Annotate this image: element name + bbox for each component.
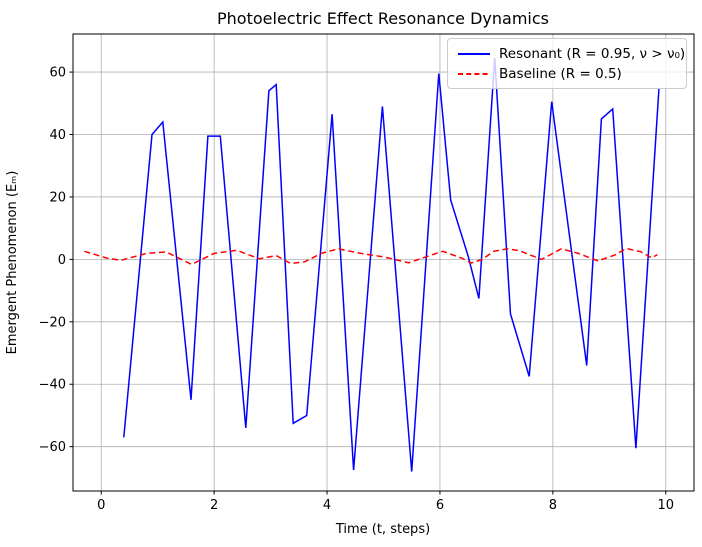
y-tick-label: −60 (39, 440, 66, 455)
x-tick-label: 10 (657, 498, 674, 513)
axis-ticks: 0 2 4 6 8 10 −60 −40 −20 0 20 40 60 (39, 66, 674, 513)
legend-label-resonant: Resonant (R = 0.95, ν > ν₀) (499, 46, 686, 62)
x-tick-label: 6 (436, 498, 444, 513)
x-axis-label: Time (t, steps) (335, 522, 430, 537)
legend-label-baseline: Baseline (R = 0.5) (499, 66, 622, 82)
y-tick-label: 40 (49, 128, 66, 143)
legend-swatch-resonant-line (458, 53, 490, 55)
y-tick-label: −40 (39, 378, 66, 393)
legend-item-resonant: Resonant (R = 0.95, ν > ν₀) (457, 44, 685, 64)
y-tick-label: 0 (58, 253, 66, 268)
y-tick-label: 20 (49, 190, 66, 205)
series-line-baseline (84, 247, 658, 266)
series-lines (84, 57, 660, 472)
grid-lines (73, 34, 694, 491)
x-tick-label: 4 (323, 498, 331, 513)
series-line-resonant (123, 57, 660, 472)
legend-box: Resonant (R = 0.95, ν > ν₀) Baseline (R … (447, 38, 687, 89)
y-tick-label: 60 (49, 66, 66, 81)
chart-title: Photoelectric Effect Resonance Dynamics (217, 9, 549, 28)
y-tick-label: −20 (39, 315, 66, 330)
x-tick-label: 0 (97, 498, 105, 513)
x-tick-label: 8 (549, 498, 557, 513)
x-tick-label: 2 (210, 498, 218, 513)
y-axis-label: Emergent Phenomenon (Eₘ) (5, 171, 20, 355)
plot-border (72, 33, 695, 492)
legend-item-baseline: Baseline (R = 0.5) (457, 64, 678, 84)
legend-swatch-baseline-line (458, 73, 490, 75)
